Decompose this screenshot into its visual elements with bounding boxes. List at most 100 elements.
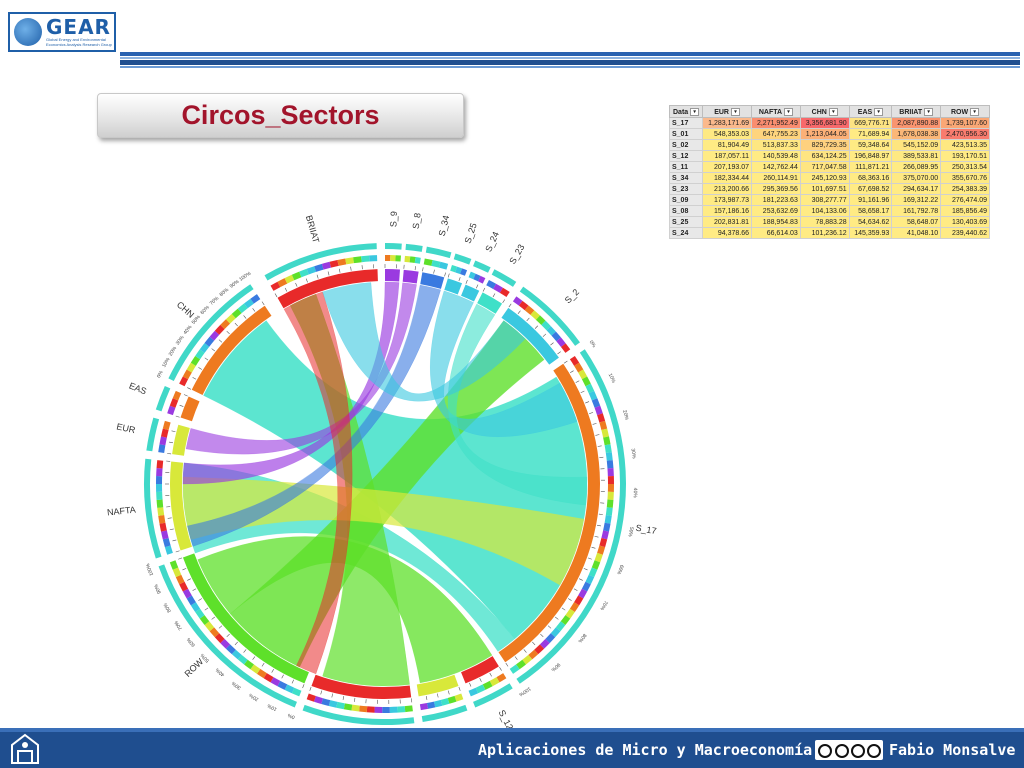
sector-band-segment — [591, 560, 601, 570]
table-cell: 239,440.62 — [940, 227, 990, 239]
percent-tick-label: 50% — [626, 526, 634, 538]
table-row: S_24 94,378.66 66,614.03 101,236.12 145,359.… — [668, 227, 990, 239]
table-header-row[interactable]: ROW ▾ — [940, 105, 990, 118]
sector-band-segment — [603, 522, 611, 532]
sector-band-segment — [182, 588, 192, 599]
sector-band-segment — [550, 627, 561, 638]
table-cell: 161,792.78 — [891, 205, 942, 217]
tick-mark — [171, 430, 176, 433]
tick-mark — [274, 293, 278, 298]
tick-mark — [198, 598, 202, 601]
sector-band-segment — [256, 668, 267, 679]
tick-mark — [579, 578, 583, 581]
filter-dropdown-icon[interactable]: ▾ — [784, 107, 794, 116]
table-cell: 71,689.94 — [848, 128, 893, 140]
tick-mark — [261, 301, 265, 306]
tick-mark — [550, 342, 554, 346]
sector-band-segment — [528, 649, 539, 660]
sector-band-segment — [565, 608, 575, 619]
sector-band-segment — [574, 362, 584, 373]
table-cell: 78,883.28 — [799, 216, 850, 228]
tick-mark — [465, 279, 468, 284]
sector-band-segment — [172, 390, 182, 401]
sector-band-segment — [478, 275, 486, 284]
tick-mark — [305, 278, 308, 283]
sector-band-segment — [250, 664, 261, 674]
sector-band-segment — [499, 287, 510, 297]
sector-ring-s_23 — [477, 292, 503, 314]
percent-tick-label: 10% — [607, 373, 617, 385]
table-cell: 2,470,956.30 — [940, 128, 990, 140]
percent-tick-label: 70% — [598, 599, 608, 611]
table-cell: 193,170.51 — [940, 150, 990, 162]
table-cell: 634,124.25 — [799, 150, 850, 162]
sector-band-segment — [284, 684, 295, 694]
sector-band-segment — [199, 343, 210, 353]
sector-band-segment — [214, 324, 225, 335]
tick-mark — [183, 394, 188, 397]
tick-mark — [414, 266, 416, 271]
filter-dropdown-icon[interactable]: ▾ — [690, 107, 700, 116]
table-header-label: BRIIAT — [899, 108, 923, 116]
sector-outer-ring — [491, 269, 517, 287]
sector-ring-eas — [180, 396, 200, 422]
table-header-nafta[interactable]: NAFTA ▾ — [751, 105, 801, 118]
tick-mark — [591, 546, 596, 549]
sector-outer-ring — [146, 417, 160, 452]
sector-label-eur: EUR — [116, 421, 137, 435]
row-label: S_01 — [668, 128, 704, 140]
table-header-chn[interactable]: CHN ▾ — [799, 105, 850, 118]
sector-band-segment — [162, 420, 171, 431]
filter-dropdown-icon[interactable]: ▾ — [874, 107, 884, 116]
table-cell: 130,403.69 — [940, 216, 990, 228]
sector-band-segment — [225, 313, 236, 324]
slide-title: Circos_Sectors — [181, 100, 380, 130]
sector-label-chn: CHN — [175, 300, 196, 320]
tick-mark — [517, 310, 521, 314]
table-cell: 142,762.44 — [751, 161, 801, 173]
by-icon — [835, 744, 849, 758]
filter-dropdown-icon[interactable]: ▾ — [730, 107, 740, 116]
sector-band-segment — [343, 703, 353, 711]
sector-outer-ring — [473, 260, 491, 273]
sector-band-segment — [604, 444, 612, 453]
sector-band-segment — [328, 700, 338, 708]
table-header-briiat[interactable]: BRIIAT ▾ — [891, 105, 942, 118]
sector-band-segment — [175, 574, 185, 585]
percent-tick-label: 100% — [238, 270, 252, 282]
sector-band-segment — [475, 684, 486, 694]
tick-mark — [595, 434, 600, 436]
table-cell: 3,356,681.90 — [799, 117, 850, 129]
sector-label-s_17: S_17 — [635, 523, 657, 537]
table-cell: 59,348.64 — [848, 139, 893, 151]
sector-band-segment — [244, 298, 254, 309]
sector-band-segment — [607, 468, 614, 477]
sector-band-segment — [291, 271, 302, 281]
logo-subtitle: Global Energy and Environmental Economic… — [46, 37, 112, 47]
sector-outer-ring — [421, 704, 468, 723]
sector-band-segment — [156, 484, 163, 492]
sector-band-segment — [156, 460, 164, 469]
sector-band-segment — [204, 621, 215, 632]
sector-band-segment — [158, 444, 166, 453]
tick-mark — [295, 282, 298, 287]
sector-label-briiat: BRIIAT — [304, 214, 322, 244]
sector-band-segment — [489, 677, 500, 687]
table-cell: 253,632.69 — [751, 205, 801, 217]
table-header-eas[interactable]: EAS ▾ — [848, 105, 893, 118]
sector-band-segment — [231, 308, 242, 319]
tick-mark — [583, 568, 588, 571]
table-cell: 202,831.81 — [702, 216, 753, 228]
table-header-eur[interactable]: EUR ▾ — [702, 105, 753, 118]
filter-dropdown-icon[interactable]: ▾ — [970, 107, 980, 116]
sector-band-segment — [186, 595, 196, 606]
table-cell: 2,087,890.88 — [891, 117, 942, 129]
tick-mark — [568, 598, 572, 601]
chord-ribbon — [185, 282, 417, 455]
table-header-data[interactable]: Data ▾ — [668, 105, 704, 118]
sector-band-segment — [460, 268, 468, 276]
circos-figure: 0% 10% 20% 30% 40% 50% 60% 70% 80% 90% 100% 0% 10% 20… — [97, 150, 680, 756]
filter-dropdown-icon[interactable]: ▾ — [828, 107, 838, 116]
filter-dropdown-icon[interactable]: ▾ — [924, 107, 934, 116]
percent-tick-label: 30% — [175, 334, 186, 346]
